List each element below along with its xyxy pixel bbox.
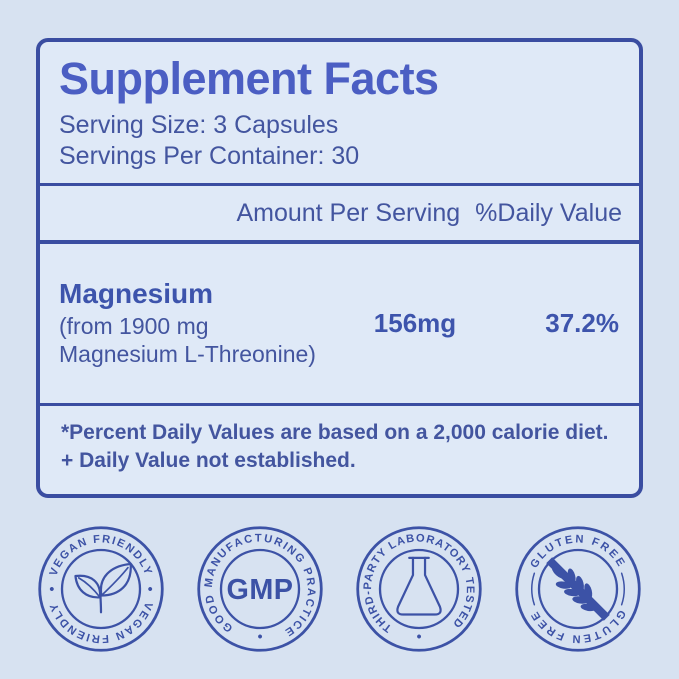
leaf-sprout-icon [74,562,132,614]
stamp-ring-text: THIRD-PARTY LABORATORY TESTED [362,532,476,634]
footnote-line1: *Percent Daily Values are based on a 2,0… [61,421,609,444]
stamp-outer-ring [515,526,641,652]
stamp-inner-ring [378,548,460,630]
vegan-friendly-stamp: VEGAN FRIENDLY VEGAN FRIENDLY • • [38,526,164,652]
separator-dot-right: • [148,581,153,597]
separator-dot-bottom: • [417,628,422,644]
wheat-crossed-icon [546,557,610,621]
page-title: Supplement Facts [59,53,439,104]
nutrient-name: Magnesium [59,278,214,310]
footnote-line2: + Daily Value not established. [61,449,356,473]
stamp-outer-ring [356,526,482,652]
stamp-outer-ring [38,526,164,652]
separator-dot-left: • [49,581,54,597]
column-header-row: Amount Per Serving %Daily Value [40,186,639,244]
servings-per-container-text: Servings Per Container: 30 [59,141,360,170]
serving-info-section: Supplement Facts Serving Size: 3 Capsule… [40,42,639,186]
stamp-inner-ring [219,548,301,630]
separator-dot-bottom: • [258,628,263,644]
gluten-free-stamp: GLUTEN FREE GLUTEN FREE [515,526,641,652]
gmp-stamp: GOOD MANUFACTURING PRACTICE • GMP [197,526,323,652]
nutrient-row: Magnesium (from 1900 mg Magnesium L-Thre… [40,244,639,406]
supplement-facts-panel: Supplement Facts Serving Size: 3 Capsule… [36,38,643,498]
nutrient-amount: 156mg [373,308,457,338]
nutrient-name-block: Magnesium (from 1900 mg Magnesium L-Thre… [59,278,354,368]
amount-per-serving-header: Amount Per Serving [236,198,461,227]
nutrient-source-line1: (from 1900 mg [59,313,209,340]
serving-size-text: Serving Size: 3 Capsules [59,111,339,139]
stamp-inner-ring [537,548,619,630]
nutrient-source-line2: Magnesium L-Threonine) [59,341,316,367]
daily-value-header: %Daily Value [475,198,622,227]
stamp-outer-ring [197,526,323,652]
third-party-tested-stamp: THIRD-PARTY LABORATORY TESTED • [356,526,482,652]
separator-arc-right [620,572,625,606]
certification-badges-row: VEGAN FRIENDLY VEGAN FRIENDLY • • GOOD M… [36,524,643,654]
footnote-section: *Percent Daily Values are based on a 2,0… [40,406,639,494]
stamp-inner-ring [60,548,142,630]
separator-arc-left [531,572,536,606]
nutrient-daily-value: 37.2% [545,308,619,338]
flask-icon [396,556,442,616]
gmp-center-text: GMP [227,574,294,606]
